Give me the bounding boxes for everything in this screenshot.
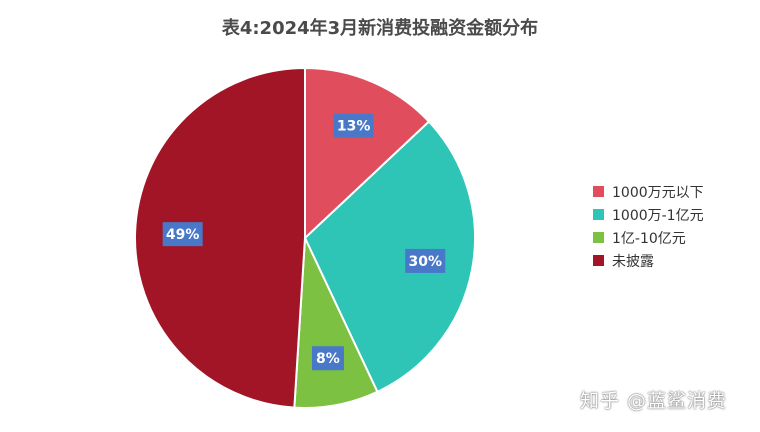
chart-title: 表4:2024年3月新消费投融资金额分布 — [221, 18, 539, 39]
data-label-text: 30% — [408, 254, 442, 270]
data-label-text: 8% — [316, 351, 340, 367]
legend-label: 1000万元以下 — [612, 184, 704, 201]
data-label: 30% — [405, 248, 446, 273]
data-label-text: 49% — [166, 227, 200, 243]
legend-item: 未披露 — [593, 249, 704, 272]
legend-swatch — [593, 232, 604, 243]
data-label-box — [405, 248, 446, 273]
legend-swatch — [593, 209, 604, 220]
legend-item: 1000万元以下 — [593, 180, 704, 203]
legend-swatch — [593, 186, 604, 197]
pie-data-labels: 13% 30% 8% 49% — [162, 113, 446, 371]
data-label-text: 13% — [337, 119, 371, 135]
legend-item: 1亿-10亿元 — [593, 226, 704, 249]
pie-slice — [304, 66, 431, 241]
pie-slice — [133, 66, 306, 409]
data-label-box — [311, 346, 344, 371]
data-label: 13% — [333, 113, 374, 138]
watermark: 知乎 @蓝鲨消费 — [580, 390, 728, 412]
legend-label: 1亿-10亿元 — [612, 230, 686, 247]
pie-slice — [303, 120, 476, 394]
legend-swatch — [593, 255, 604, 266]
data-label: 8% — [311, 346, 344, 371]
pie-slices — [133, 66, 476, 409]
legend-item: 1000万-1亿元 — [593, 203, 704, 226]
data-label-box — [333, 113, 374, 138]
legend-label: 未披露 — [612, 253, 654, 270]
legend-label: 1000万-1亿元 — [612, 207, 704, 224]
data-label: 49% — [162, 222, 203, 247]
legend: 1000万元以下 1000万-1亿元 1亿-10亿元 未披露 — [593, 180, 704, 272]
data-label-box — [162, 222, 203, 247]
